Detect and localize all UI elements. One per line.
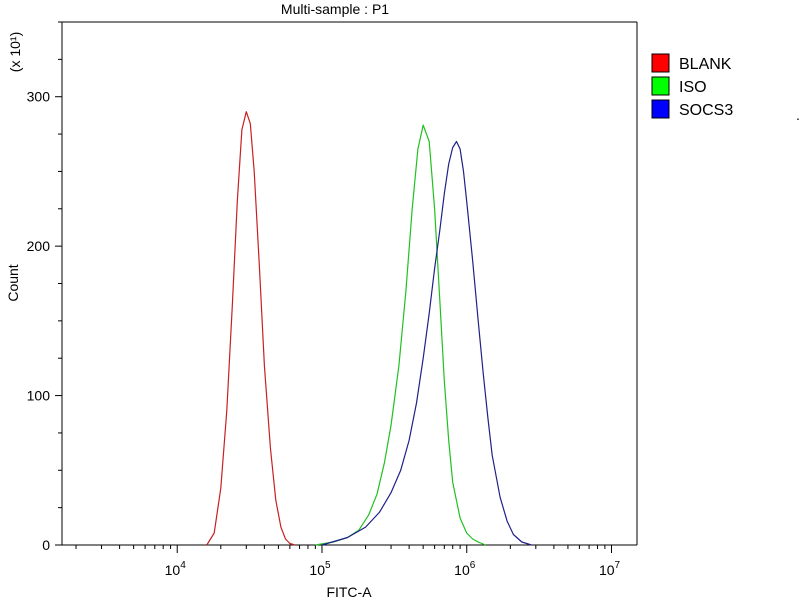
x-tick-label: 104 bbox=[165, 560, 187, 578]
y-tick-label: 0 bbox=[42, 537, 50, 553]
x-tick-label: 107 bbox=[599, 560, 621, 578]
y-axis: 0 100 200 300 bbox=[27, 21, 62, 553]
legend-label-blank: BLANK bbox=[679, 56, 732, 73]
x-tick-label: 105 bbox=[309, 560, 331, 578]
y-tick-label: 100 bbox=[27, 388, 51, 404]
chart-title: Multi-sample : P1 bbox=[281, 1, 389, 17]
legend: BLANK ISO SOCS3 bbox=[651, 53, 733, 119]
x-axis-title: FITC-A bbox=[326, 584, 372, 600]
legend-label-iso: ISO bbox=[679, 79, 707, 96]
y-axis-title: Count bbox=[5, 264, 21, 301]
y-tick-label: 300 bbox=[27, 89, 51, 105]
x-axis: 104 105 106 107 bbox=[75, 545, 621, 578]
x-tick-label: 106 bbox=[454, 560, 476, 578]
legend-swatch-socs3 bbox=[651, 99, 670, 119]
y-axis-multiplier: (x 10¹) bbox=[7, 32, 23, 72]
series-layer bbox=[206, 111, 532, 546]
legend-swatch-iso bbox=[651, 76, 670, 96]
legend-label-socs3: SOCS3 bbox=[679, 102, 733, 119]
edge-mark: . bbox=[796, 107, 800, 123]
series-line-socs3 bbox=[321, 140, 532, 546]
legend-swatch-blank bbox=[651, 53, 670, 73]
series-line-blank bbox=[206, 111, 296, 546]
series-line-iso bbox=[315, 124, 486, 546]
y-tick-label: 200 bbox=[27, 238, 51, 254]
plot-frame bbox=[61, 21, 638, 546]
